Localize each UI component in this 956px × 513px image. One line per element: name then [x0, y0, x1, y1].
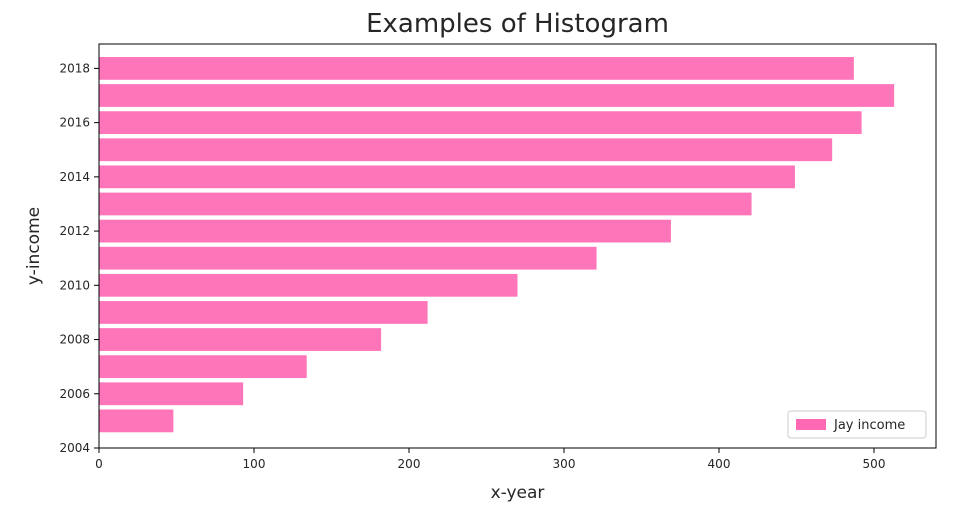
x-axis: 0 100 200 300 400 500 — [95, 448, 885, 471]
bar-2011 — [99, 246, 597, 270]
y-tick-label: 2004 — [59, 441, 90, 455]
bar-2005 — [99, 409, 174, 433]
y-tick-label: 2012 — [59, 224, 90, 238]
bar-group — [99, 57, 895, 433]
bar-2006 — [99, 382, 244, 406]
x-tick-label: 200 — [398, 457, 421, 471]
x-tick-label: 0 — [95, 457, 103, 471]
y-tick-label: 2006 — [59, 387, 90, 401]
bar-2017 — [99, 84, 895, 107]
legend-swatch — [796, 419, 826, 430]
x-tick-label: 400 — [708, 457, 731, 471]
legend-entry-jay-income: Jay income — [833, 418, 905, 433]
bar-2008 — [99, 328, 382, 351]
y-tick-label: 2014 — [59, 170, 90, 184]
bar-2010 — [99, 273, 518, 297]
x-tick-label: 300 — [553, 457, 576, 471]
legend: Jay income — [787, 410, 927, 439]
chart-title: Examples of Histogram — [366, 9, 669, 39]
bar-2013 — [99, 192, 752, 216]
y-tick-label: 2010 — [59, 278, 90, 292]
bar-2012 — [99, 219, 671, 243]
y-axis: 2004 2006 2008 2010 2012 2014 2016 2018 — [59, 61, 99, 455]
y-tick-label: 2018 — [59, 61, 90, 75]
bar-2015 — [99, 138, 833, 162]
y-tick-label: 2008 — [59, 333, 90, 347]
legend-box — [787, 410, 927, 439]
plot-frame — [98, 43, 937, 449]
x-tick-label: 500 — [863, 457, 886, 471]
bar-2018 — [99, 57, 854, 80]
bar-2007 — [99, 355, 307, 379]
bar-2009 — [99, 301, 428, 324]
x-axis-label: x-year — [491, 483, 545, 503]
x-tick-label: 100 — [243, 457, 266, 471]
bar-2014 — [99, 165, 795, 189]
y-tick-label: 2016 — [59, 116, 90, 130]
bar-2016 — [99, 111, 862, 135]
y-axis-label: y-income — [24, 207, 44, 285]
